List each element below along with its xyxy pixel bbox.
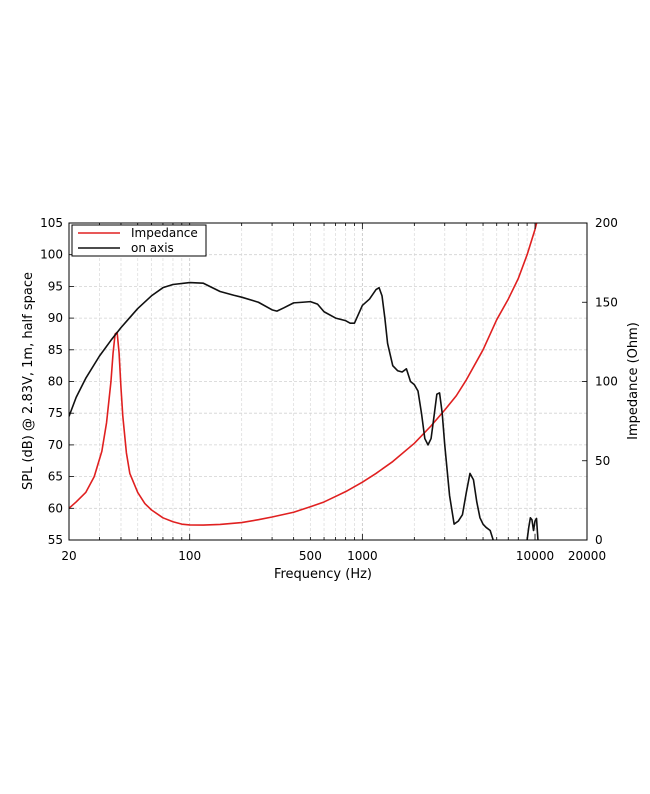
legend-box [71, 224, 207, 257]
y2-tick-label: 150 [595, 295, 618, 309]
x-tick-label: 20000 [568, 549, 606, 563]
y-axis-title: SPL (dB) @ 2.83V, 1m, half space [21, 272, 36, 490]
y-tick-label: 65 [48, 470, 63, 484]
x-axis-title: Frequency (Hz) [274, 567, 372, 582]
y-tick-label: 75 [48, 406, 63, 420]
y-tick-label: 60 [48, 501, 63, 515]
series-line-impedance [69, 223, 538, 526]
x-tick-label: 20 [61, 549, 76, 563]
y-tick-label: 85 [48, 343, 63, 357]
legend: Impedance on axis [71, 224, 207, 257]
grid [68, 222, 588, 541]
legend-label-impedance: Impedance [131, 226, 198, 240]
y-tick-label: 105 [40, 216, 63, 230]
y-tick-label: 80 [48, 375, 63, 389]
y2-tick-label: 50 [595, 454, 610, 468]
y-tick-label: 55 [48, 533, 63, 547]
y-tick-label: 90 [48, 311, 63, 325]
tick-layer: 55 60 65 70 75 80 85 90 95 100 105 0 50 100 150 200 20 10… [40, 216, 618, 563]
x-tick-label: 1000 [347, 549, 378, 563]
y-tick-label: 95 [48, 279, 63, 293]
y-tick-label: 100 [40, 248, 63, 262]
y2-tick-label: 0 [595, 533, 603, 547]
x-tick-label: 500 [299, 549, 322, 563]
series-layer [69, 223, 539, 540]
x-tick-label: 10000 [516, 549, 554, 563]
x-tick-label: 100 [178, 549, 201, 563]
y2-tick-label: 200 [595, 216, 618, 230]
series-line-on-axis [69, 281, 495, 540]
y2-axis-title: Impedance (Ohm) [626, 322, 641, 440]
y2-tick-label: 100 [595, 375, 618, 389]
series-line-on-axis-segment [526, 517, 539, 540]
legend-label-on-axis: on axis [131, 241, 174, 255]
y-tick-label: 70 [48, 438, 63, 452]
